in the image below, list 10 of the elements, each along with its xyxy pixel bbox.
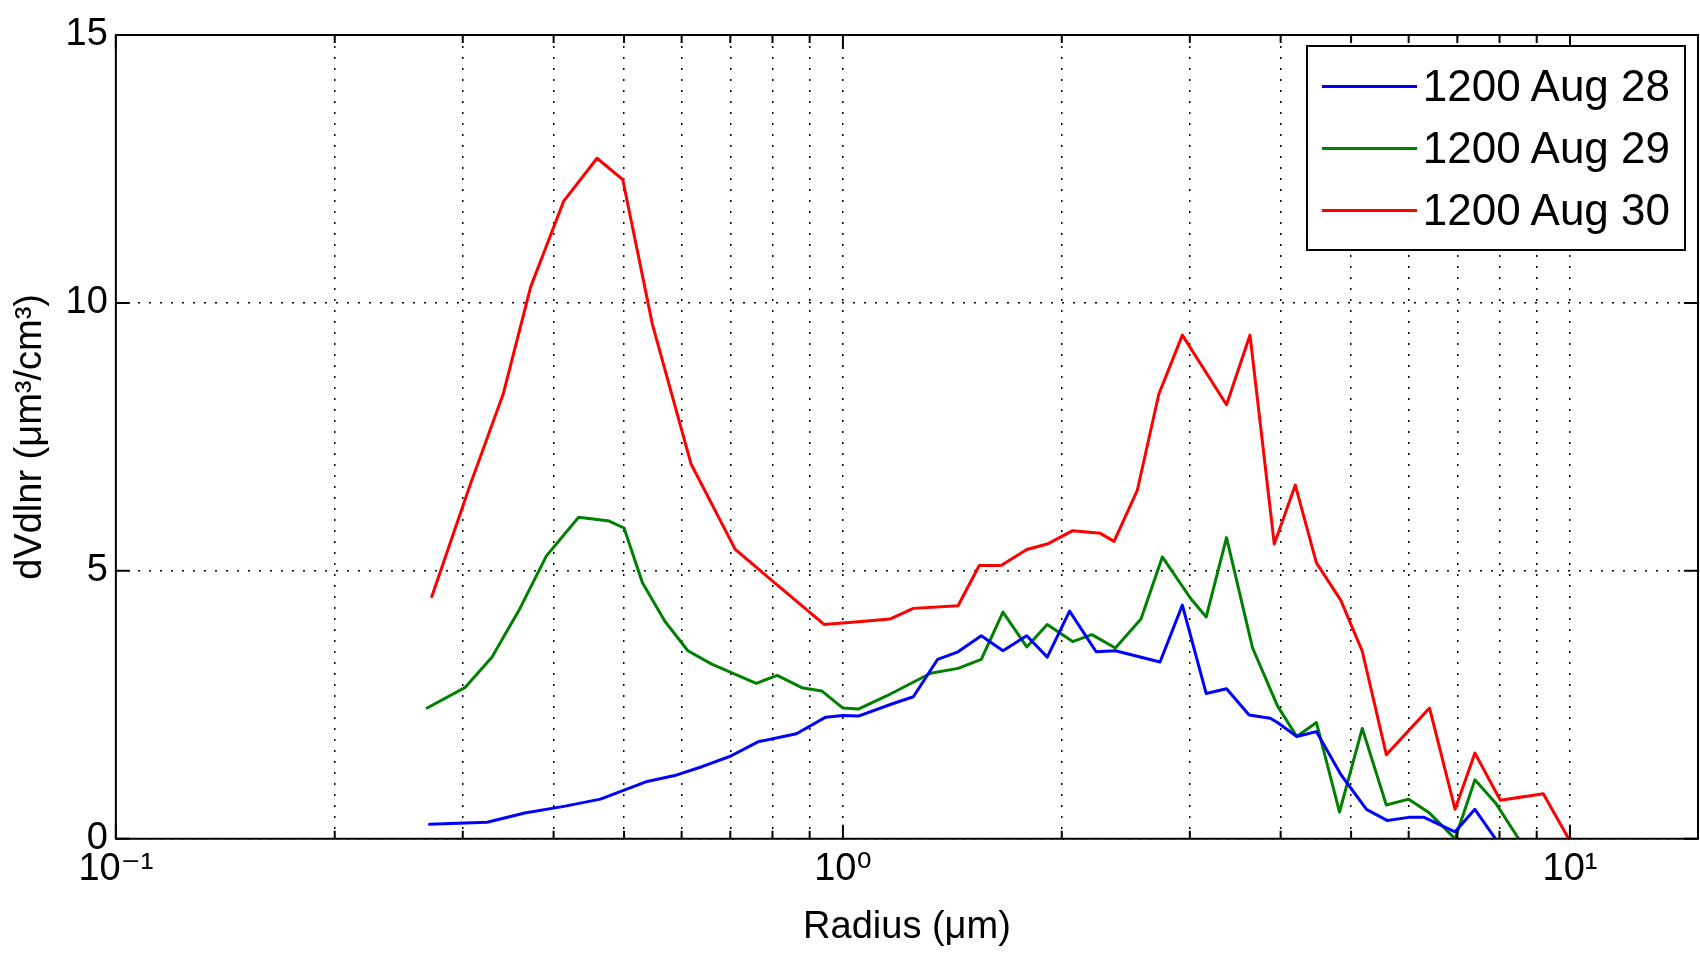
x-axis-title: Radius (μm) bbox=[803, 903, 1011, 946]
y-tick-label: 10 bbox=[65, 279, 108, 322]
legend-label: 1200 Aug 30 bbox=[1422, 184, 1670, 236]
x-tick-label: 10⁰ bbox=[814, 846, 872, 889]
legend-label: 1200 Aug 28 bbox=[1422, 60, 1670, 112]
y-tick-label: 5 bbox=[86, 547, 108, 590]
x-tick-label: 10¹ bbox=[1542, 846, 1598, 889]
y-tick-label: 15 bbox=[65, 11, 108, 54]
y-axis-title: dVdlnr (μm³/cm³) bbox=[7, 294, 50, 580]
legend-label: 1200 Aug 29 bbox=[1422, 122, 1670, 174]
